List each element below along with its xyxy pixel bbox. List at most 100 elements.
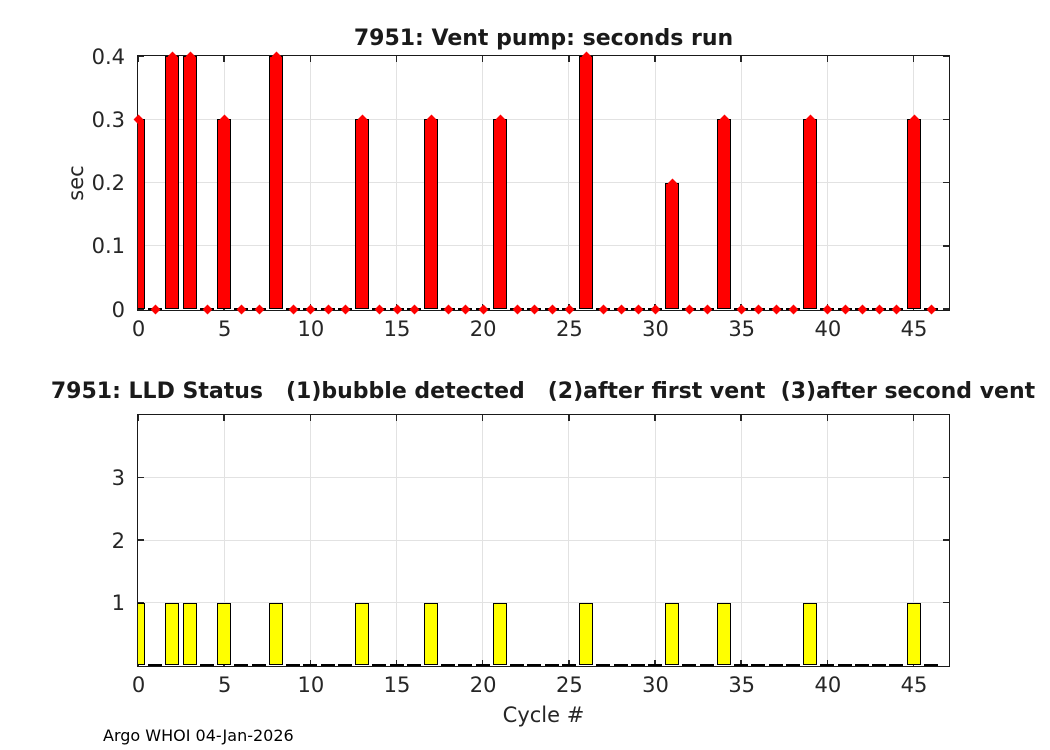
bar — [803, 602, 818, 665]
zero-value-bar — [406, 663, 421, 666]
chart1-y-axis-label: sec — [64, 165, 88, 201]
zero-value-bar — [923, 663, 938, 666]
bar — [665, 182, 680, 309]
bar — [138, 119, 145, 309]
x-tick-label: 15 — [383, 673, 411, 697]
chart1-plot-area — [137, 55, 950, 311]
x-tick-label: 25 — [555, 673, 583, 697]
bar — [165, 56, 180, 309]
x-tick-mark-top — [223, 415, 225, 421]
y-tick-mark-right — [943, 245, 949, 247]
x-tick-label: 40 — [814, 317, 842, 341]
chart1-title: 7951: Vent pump: seconds run — [353, 26, 734, 51]
zero-value-bar — [872, 663, 887, 666]
zero-value-bar — [837, 307, 852, 310]
zero-value-bar — [613, 663, 628, 666]
x-tick-mark-top — [912, 415, 915, 421]
zero-value-bar — [527, 663, 542, 666]
y-tick-label: 2 — [111, 528, 125, 553]
y-tick-mark-right — [943, 118, 949, 120]
zero-value-bar — [734, 307, 749, 310]
zero-value-bar — [372, 307, 387, 310]
x-tick-label: 5 — [217, 317, 232, 341]
bar — [665, 602, 680, 665]
y-tick-label: 3 — [111, 466, 125, 490]
x-tick-mark-top — [309, 415, 312, 421]
x-tick-mark — [309, 660, 312, 666]
bar — [579, 56, 594, 309]
zero-value-bar — [544, 663, 559, 666]
zero-value-bar — [630, 663, 645, 666]
bar — [906, 119, 921, 309]
x-tick-mark-top — [138, 56, 139, 62]
zero-value-bar — [889, 663, 904, 666]
x-tick-mark-top — [654, 56, 656, 62]
zero-value-bar — [837, 663, 852, 666]
zero-value-bar — [234, 307, 249, 310]
zero-value-bar — [251, 663, 266, 666]
x-tick-mark — [740, 660, 742, 666]
gridline-horizontal — [138, 539, 948, 541]
zero-value-bar — [148, 307, 163, 310]
chart2-title: 7951: LLD Status (1)bubble detected (2)a… — [50, 379, 1036, 404]
x-tick-label: 45 — [900, 673, 928, 697]
zero-value-bar — [854, 663, 869, 666]
bar — [355, 119, 370, 309]
zero-value-bar — [527, 307, 542, 310]
zero-value-bar — [682, 307, 697, 310]
zero-value-bar — [648, 663, 663, 666]
bar — [182, 602, 197, 665]
x-tick-mark — [654, 660, 656, 666]
x-tick-mark-top — [481, 56, 484, 62]
y-tick-mark-right — [943, 539, 949, 541]
gridline-horizontal — [138, 182, 948, 183]
zero-value-bar — [682, 663, 697, 666]
gridline-horizontal — [138, 118, 948, 120]
zero-value-bar — [820, 307, 835, 310]
zero-value-bar — [561, 307, 576, 310]
chart2-plot-area — [137, 414, 950, 667]
x-tick-label: 0 — [131, 673, 146, 697]
x-tick-label: 25 — [555, 317, 583, 341]
zero-value-bar — [251, 307, 266, 310]
zero-value-bar — [820, 663, 835, 666]
bar — [579, 602, 594, 665]
x-tick-label: 30 — [642, 673, 669, 697]
zero-value-bar — [872, 307, 887, 310]
x-tick-label: 15 — [383, 317, 411, 341]
x-tick-mark-top — [395, 56, 398, 62]
x-tick-mark — [395, 660, 398, 666]
bar — [492, 119, 507, 309]
bar — [217, 119, 232, 309]
bar — [423, 119, 438, 309]
zero-value-bar — [510, 307, 525, 310]
x-tick-mark-top — [568, 415, 570, 421]
x-tick-mark — [826, 660, 829, 666]
x-tick-mark-top — [309, 56, 312, 62]
zero-value-bar — [389, 307, 404, 310]
zero-value-bar — [320, 307, 335, 310]
zero-value-bar — [199, 663, 214, 666]
zero-value-bar — [286, 307, 301, 310]
x-tick-mark-top — [912, 56, 915, 62]
zero-value-bar — [303, 663, 318, 666]
zero-value-bar — [441, 663, 456, 666]
bar — [217, 602, 232, 665]
footer-text: Argo WHOI 04-Jan-2026 — [103, 726, 294, 745]
zero-value-bar — [768, 663, 783, 666]
zero-value-bar — [854, 307, 869, 310]
x-tick-mark-top — [654, 415, 656, 421]
zero-value-bar — [303, 307, 318, 310]
x-tick-label: 10 — [297, 673, 325, 697]
bar — [268, 602, 283, 665]
y-tick-mark-right — [943, 601, 949, 604]
y-tick-mark — [138, 476, 144, 479]
zero-value-bar — [561, 663, 576, 666]
zero-value-bar — [699, 307, 714, 310]
chart2-x-axis-label: Cycle # — [502, 703, 585, 727]
x-tick-mark-top — [826, 56, 829, 62]
zero-value-bar — [372, 663, 387, 666]
y-tick-label: 0.3 — [91, 107, 125, 132]
